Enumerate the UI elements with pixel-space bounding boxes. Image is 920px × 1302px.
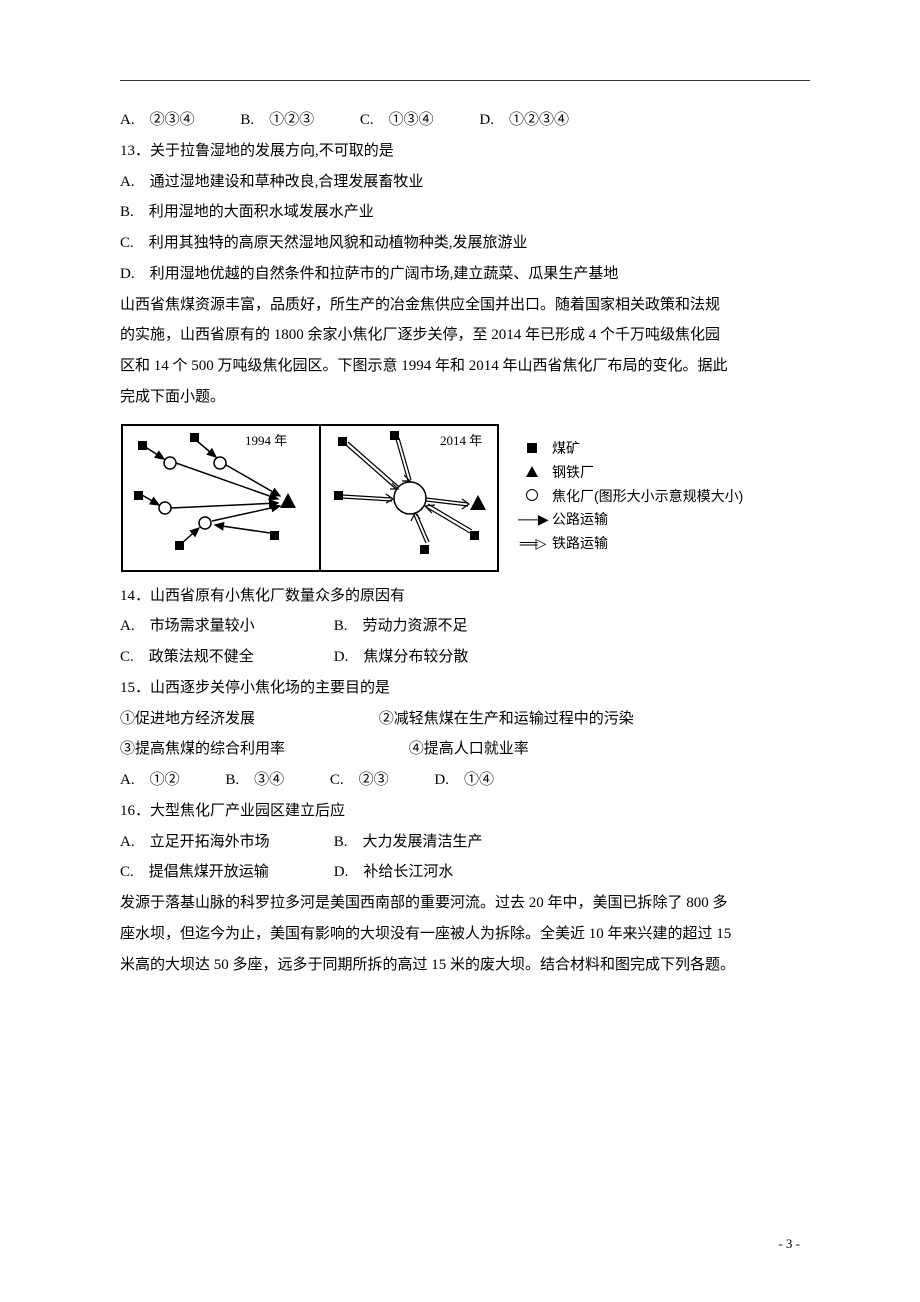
q15-item3: ③提高焦煤的综合利用率 [120, 741, 285, 757]
diagram-year-right: 2014 年 [440, 433, 482, 448]
q14-stem: 14．山西省原有小焦化厂数量众多的原因有 [120, 581, 810, 612]
q15-opt-d: D. ①④ [434, 765, 494, 796]
q15-opt-c: C. ②③ [330, 765, 389, 796]
q16-opt-b: B. 大力发展清洁生产 [334, 834, 483, 850]
colorado-passage-line2: 座水坝，但迄今为止，美国有影响的大坝没有一座被人为拆除。全美近 10 年来兴建的… [120, 919, 810, 950]
q15-item2: ②减轻焦煤在生产和运输过程中的污染 [379, 711, 634, 727]
q13-opt-d: D. 利用湿地优越的自然条件和拉萨市的广阔市场,建立蔬菜、瓜果生产基地 [120, 259, 810, 290]
coking-diagram-svg: 1994 年 2014 [120, 423, 500, 573]
q16-opt-c: C. 提倡焦煤开放运输 [120, 857, 330, 888]
coal-mine-icon [527, 443, 537, 453]
diagram-legend: 煤矿 钢铁厂 焦化厂(图形大小示意规模大小) ──▶ 公路运输 ══▷ 铁路运输 [518, 438, 743, 556]
q12-opt-d: D. ①②③④ [479, 105, 569, 136]
page: A. ②③④ B. ①②③ C. ①③④ D. ①②③④ 13．关于拉鲁湿地的发… [0, 0, 920, 1302]
coking-passage-line3: 区和 14 个 500 万吨级焦化园区。下图示意 1994 年和 2014 年山… [120, 351, 810, 382]
coking-passage-line1: 山西省焦煤资源丰富，品质好，所生产的冶金焦供应全国并出口。随着国家相关政策和法规 [120, 290, 810, 321]
legend-coal: 煤矿 [552, 438, 580, 460]
q15-opt-a: A. ①② [120, 765, 180, 796]
q12-options: A. ②③④ B. ①②③ C. ①③④ D. ①②③④ [120, 105, 810, 136]
q14-opt-a: A. 市场需求量较小 [120, 611, 330, 642]
road-arrow-icon: ──▶ [518, 509, 546, 531]
coking-diagram: 1994 年 2014 [120, 423, 810, 573]
q13-opt-b: B. 利用湿地的大面积水域发展水产业 [120, 197, 810, 228]
legend-coking: 焦化厂(图形大小示意规模大小) [552, 486, 743, 508]
colorado-passage-line3: 米高的大坝达 50 多座，远多于同期所拆的高过 15 米的废大坝。结合材料和图完… [120, 950, 810, 981]
q12-opt-b: B. ①②③ [240, 105, 314, 136]
q13-opt-c: C. 利用其独特的高原天然湿地风貌和动植物种类,发展旅游业 [120, 228, 810, 259]
legend-steel: 钢铁厂 [552, 462, 594, 484]
q16-opt-d: D. 补给长江河水 [334, 864, 454, 880]
steel-plant-icon [526, 466, 538, 477]
q13-stem: 13．关于拉鲁湿地的发展方向,不可取的是 [120, 136, 810, 167]
top-rule [120, 80, 810, 81]
q14-opt-c: C. 政策法规不健全 [120, 642, 330, 673]
coking-passage-line2: 的实施，山西省原有的 1800 余家小焦化厂逐步关停，至 2014 年已形成 4… [120, 320, 810, 351]
diagram-year-left: 1994 年 [245, 433, 287, 448]
q15-stem: 15．山西逐步关停小焦化场的主要目的是 [120, 673, 810, 704]
q14-opt-b: B. 劳动力资源不足 [334, 618, 468, 634]
q12-opt-c: C. ①③④ [360, 105, 434, 136]
rail-arrow-icon: ══▷ [518, 533, 546, 555]
legend-rail: 铁路运输 [552, 533, 608, 555]
q15-item1: ①促进地方经济发展 [120, 711, 255, 727]
q16-stem: 16．大型焦化厂产业园区建立后应 [120, 796, 810, 827]
q16-opt-a: A. 立足开拓海外市场 [120, 827, 330, 858]
legend-road: 公路运输 [552, 509, 608, 531]
q12-opt-a: A. ②③④ [120, 105, 195, 136]
coking-passage-line4: 完成下面小题。 [120, 382, 810, 413]
q13-opt-a: A. 通过湿地建设和草种改良,合理发展畜牧业 [120, 167, 810, 198]
q14-opt-d: D. 焦煤分布较分散 [334, 649, 469, 665]
coking-plant-icon [526, 489, 538, 501]
q15-opt-b: B. ③④ [225, 765, 284, 796]
page-number: - 3 - [778, 1231, 800, 1258]
colorado-passage-line1: 发源于落基山脉的科罗拉多河是美国西南部的重要河流。过去 20 年中，美国已拆除了… [120, 888, 810, 919]
q15-item4: ④提高人口就业率 [409, 741, 529, 757]
